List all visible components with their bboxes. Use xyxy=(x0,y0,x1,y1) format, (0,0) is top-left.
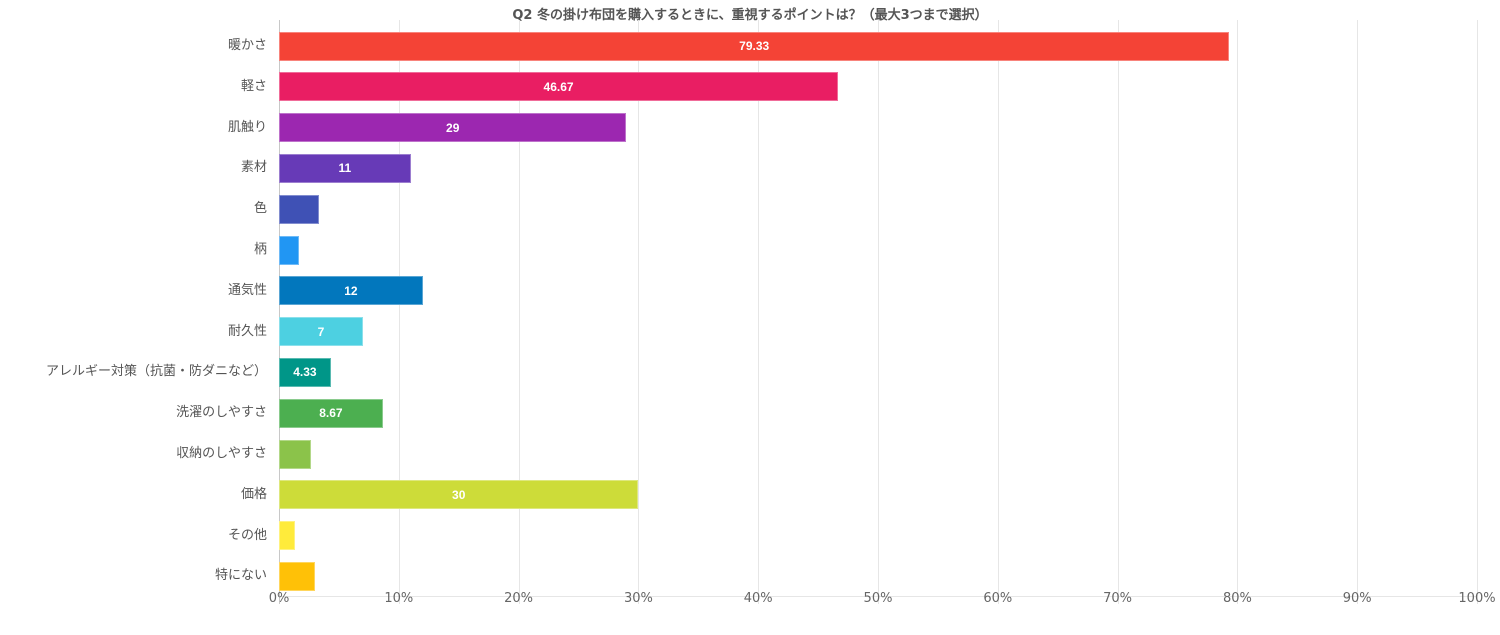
bar[interactable] xyxy=(279,521,295,551)
gridline xyxy=(878,20,879,604)
bar-value-label: 79.33 xyxy=(739,39,770,53)
x-tick-label: 0% xyxy=(268,591,290,606)
bar[interactable]: 4.33 xyxy=(279,357,331,387)
bar[interactable]: 30 xyxy=(279,480,639,510)
bar-value-label: 12 xyxy=(344,283,358,298)
gridline xyxy=(1237,20,1239,604)
category-label: 価格 xyxy=(240,486,267,502)
plot-area: 79.33 46.67 29 11 12 7 4.33 8.67 30 xyxy=(279,20,1478,604)
bar[interactable]: 12 xyxy=(279,276,423,306)
x-tick-label: 20% xyxy=(504,591,534,606)
category-label: 特にない xyxy=(214,568,267,584)
y-axis-line xyxy=(279,20,280,604)
bar[interactable] xyxy=(279,194,319,224)
category-label: 通気性 xyxy=(227,282,267,298)
x-tick-label: 100% xyxy=(1458,591,1496,606)
bar-value-label: 11 xyxy=(338,161,352,176)
category-label: 暖かさ xyxy=(227,38,267,53)
x-tick-label: 90% xyxy=(1342,591,1372,606)
x-axis-line xyxy=(279,596,1477,597)
gridline xyxy=(638,20,640,604)
bar-value-label: 4.33 xyxy=(293,365,317,380)
category-label: その他 xyxy=(227,527,267,543)
bar-value-label: 29 xyxy=(446,120,460,135)
gridline xyxy=(1357,20,1359,604)
bar-value-label: 30 xyxy=(452,487,466,502)
bar[interactable]: 11 xyxy=(279,153,411,183)
gridline xyxy=(1117,20,1119,604)
x-tick-label: 60% xyxy=(983,591,1013,606)
bar[interactable]: 29 xyxy=(279,113,627,143)
bar-value-label: 46.67 xyxy=(543,79,574,94)
x-tick-label: 30% xyxy=(623,591,653,606)
bar[interactable] xyxy=(279,235,299,265)
gridline xyxy=(518,20,520,604)
bar-value-label: 7 xyxy=(317,324,325,339)
bar[interactable] xyxy=(279,561,315,591)
category-label: アレルギー対策（抗菌・防ダニなど） xyxy=(45,364,267,380)
gridline xyxy=(758,20,760,604)
category-label: 収納のしやすさ xyxy=(176,446,267,461)
category-label: 肌触り xyxy=(227,119,267,135)
bar[interactable]: 7 xyxy=(279,317,363,347)
x-tick-label: 70% xyxy=(1103,591,1133,606)
gridline xyxy=(997,20,999,604)
chart-title: Q2 冬の掛け布団を購入するときに、重視するポイントは？（最大3つまで選択） xyxy=(512,8,988,23)
bar-value-label: 8.67 xyxy=(319,406,343,421)
category-label: 洗濯のしやすさ xyxy=(176,405,267,421)
x-tick-label: 50% xyxy=(863,591,893,606)
category-label: 素材 xyxy=(240,160,267,176)
gridline xyxy=(398,20,400,604)
x-tick-label: 80% xyxy=(1222,591,1252,606)
bar[interactable]: 46.67 xyxy=(279,72,839,102)
category-label: 柄 xyxy=(253,242,267,257)
bar[interactable]: 79.33 xyxy=(279,31,1230,61)
gridline xyxy=(1477,20,1478,604)
category-label: 色 xyxy=(253,201,267,217)
category-label: 耐久性 xyxy=(227,323,267,339)
category-label: 軽さ xyxy=(240,78,267,94)
bar[interactable] xyxy=(279,439,311,469)
x-tick-label: 40% xyxy=(743,591,773,606)
x-tick-label: 10% xyxy=(384,591,414,606)
bar[interactable]: 8.67 xyxy=(279,398,383,428)
